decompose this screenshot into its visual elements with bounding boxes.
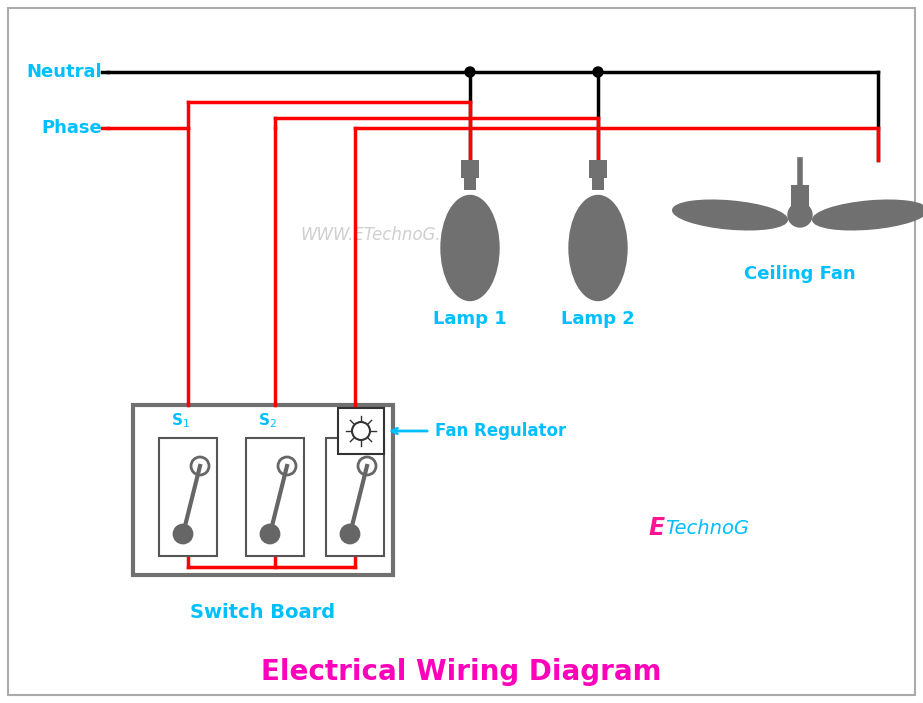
Circle shape: [358, 457, 376, 475]
Circle shape: [191, 457, 209, 475]
Circle shape: [465, 67, 475, 77]
Text: Switch Board: Switch Board: [190, 603, 336, 622]
Bar: [246, 438, 304, 556]
Bar: [133, 405, 393, 575]
Ellipse shape: [673, 200, 787, 230]
Bar: [338, 408, 384, 454]
Text: TechnoG: TechnoG: [665, 519, 749, 538]
Text: S$_3$: S$_3$: [338, 411, 356, 430]
Circle shape: [341, 525, 359, 543]
Text: Neutral: Neutral: [27, 63, 102, 81]
Text: WWW.ETechnoG.COM: WWW.ETechnoG.COM: [300, 226, 480, 244]
Bar: [326, 438, 384, 556]
Text: Phase: Phase: [42, 119, 102, 137]
Ellipse shape: [569, 195, 627, 300]
Text: Lamp 2: Lamp 2: [561, 310, 635, 328]
Circle shape: [593, 67, 603, 77]
Text: Ceiling Fan: Ceiling Fan: [744, 265, 856, 283]
Bar: [791, 185, 809, 213]
Circle shape: [261, 525, 279, 543]
Bar: [592, 178, 604, 190]
Bar: [159, 438, 217, 556]
Ellipse shape: [441, 195, 499, 300]
Text: S$_1$: S$_1$: [171, 411, 189, 430]
Text: Fan Regulator: Fan Regulator: [435, 422, 566, 440]
Circle shape: [278, 457, 296, 475]
Bar: [464, 178, 476, 190]
Circle shape: [788, 203, 812, 227]
Bar: [589, 160, 607, 178]
Text: E: E: [649, 516, 665, 540]
Text: Electrical Wiring Diagram: Electrical Wiring Diagram: [261, 658, 662, 686]
Circle shape: [352, 422, 370, 440]
Circle shape: [174, 525, 192, 543]
Bar: [461, 160, 479, 178]
Text: S$_2$: S$_2$: [258, 411, 276, 430]
Ellipse shape: [813, 200, 923, 230]
Text: Lamp 1: Lamp 1: [433, 310, 507, 328]
